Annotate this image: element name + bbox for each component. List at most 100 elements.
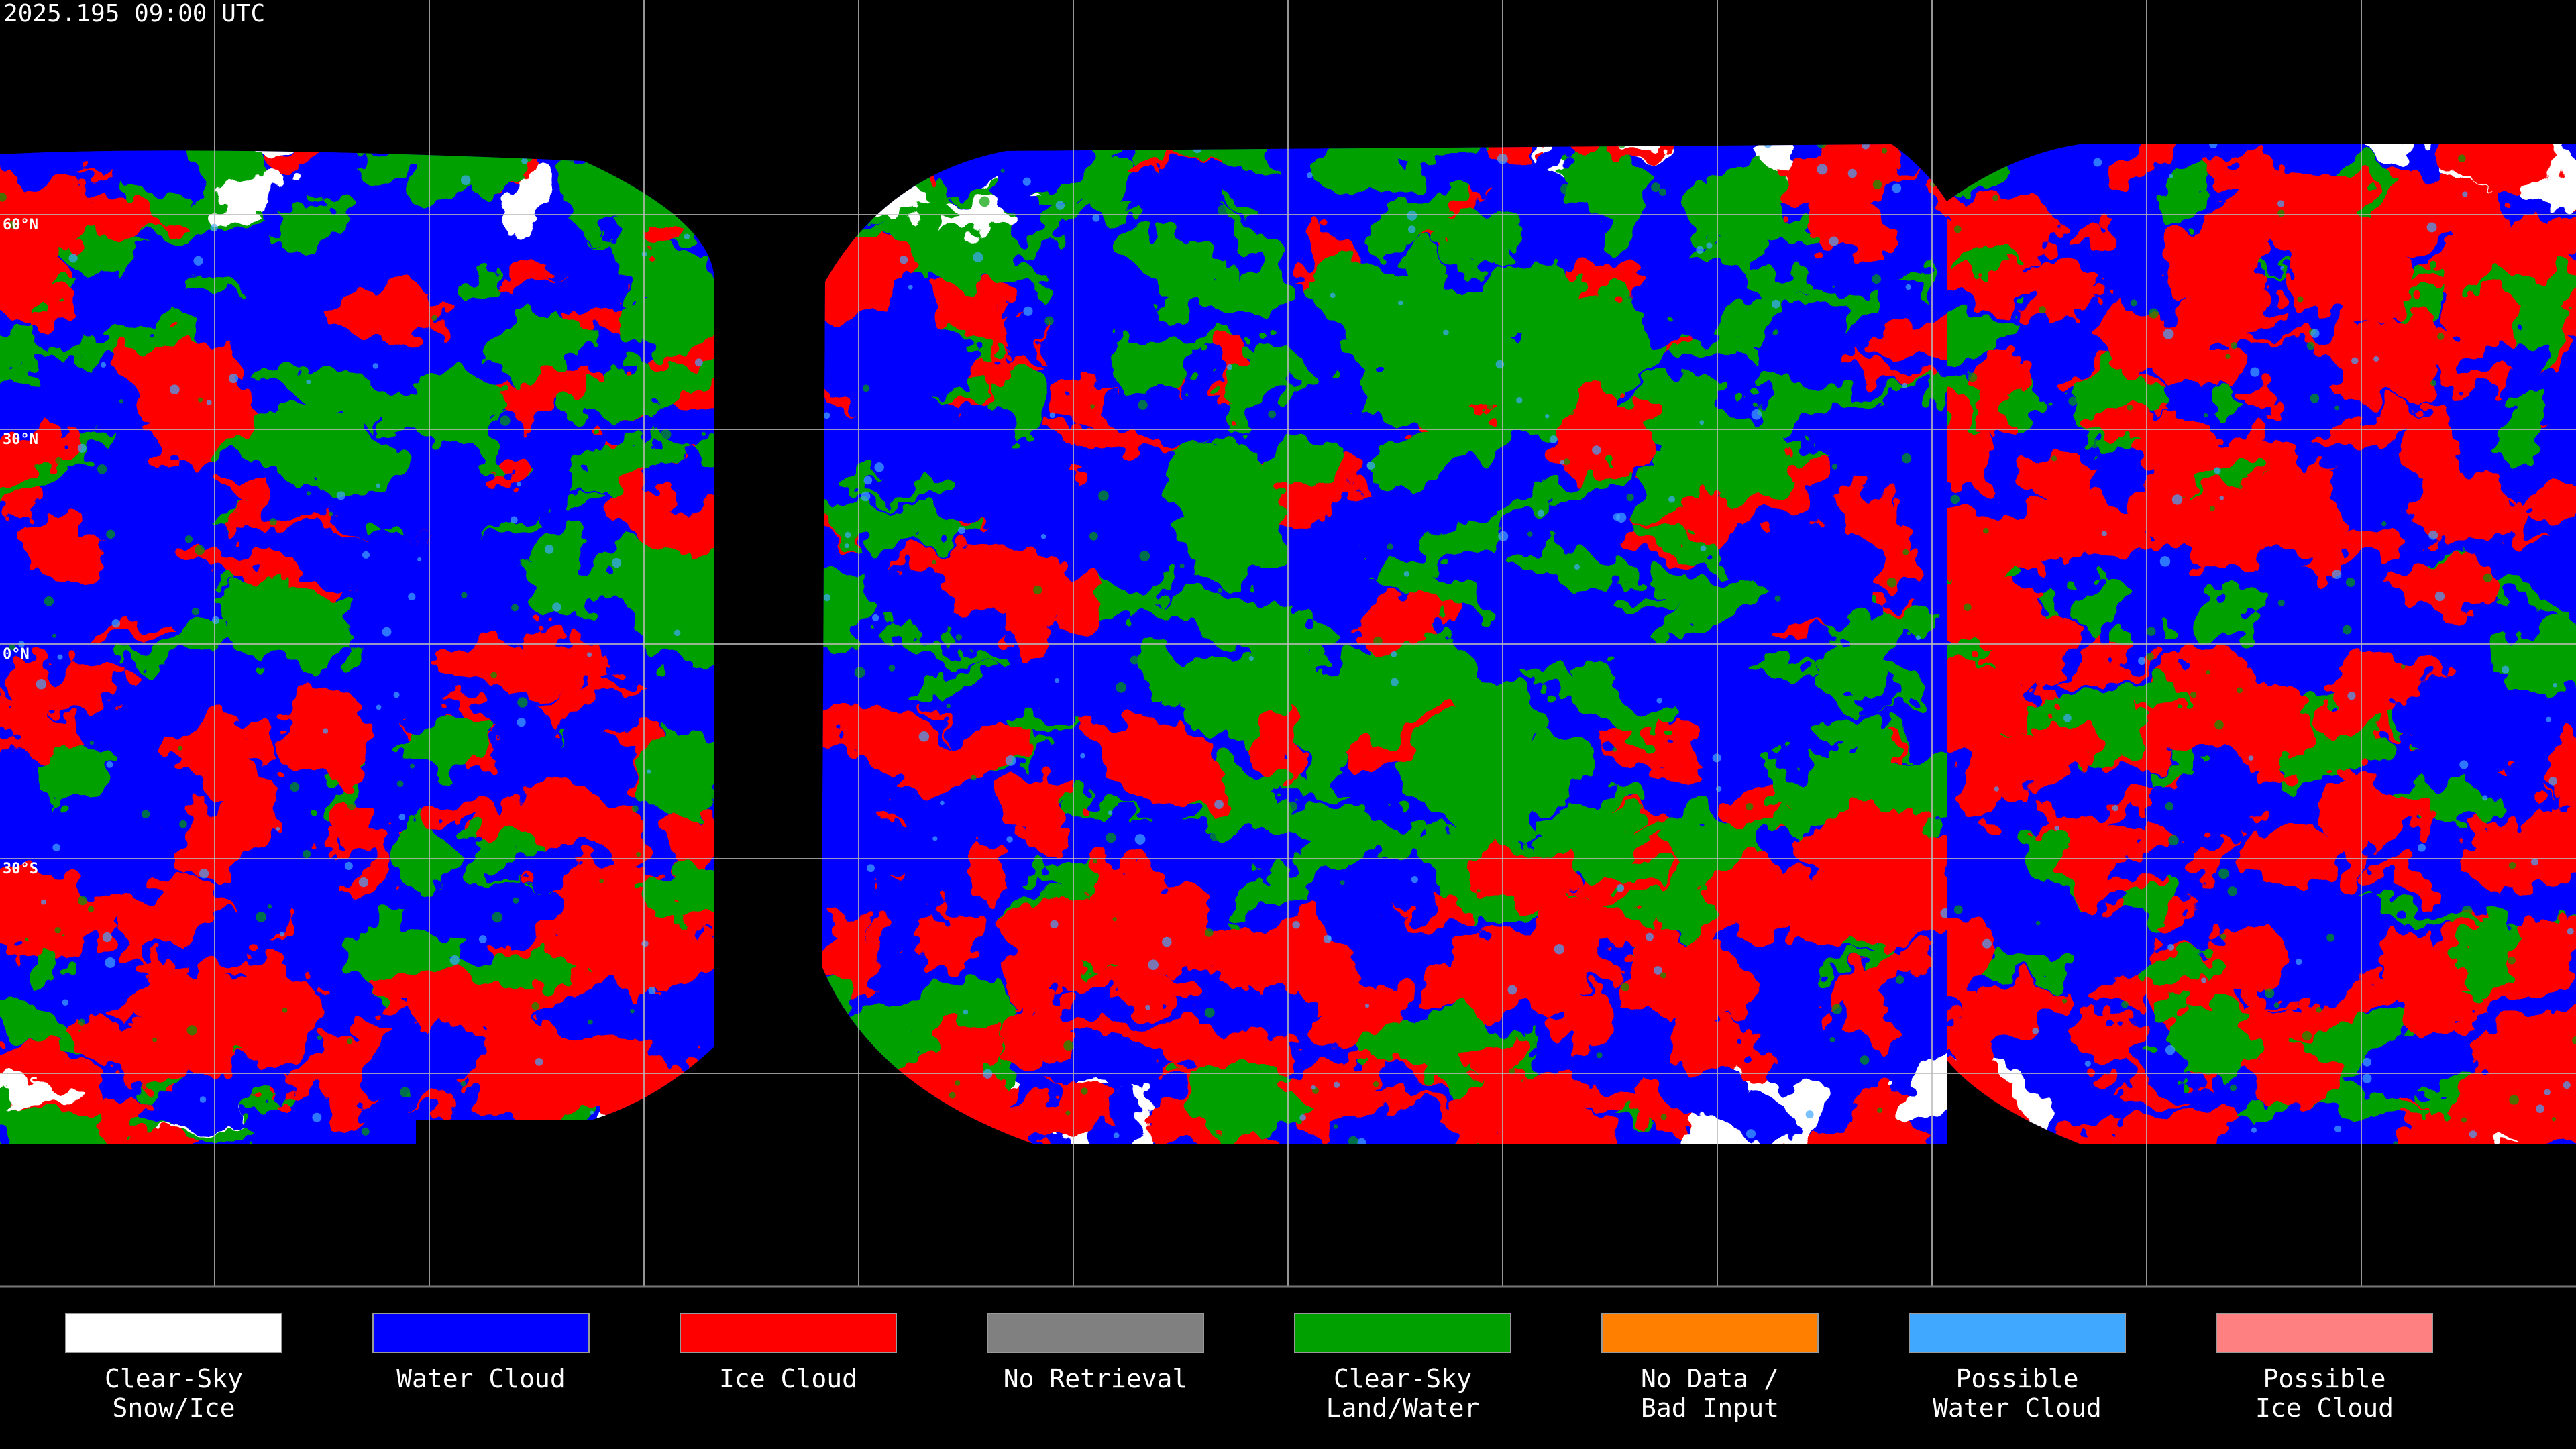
- speckle: [2032, 1028, 2039, 1034]
- speckle: [908, 284, 913, 290]
- cloud-blob: [1024, 225, 1128, 303]
- speckle: [517, 718, 526, 727]
- speckle: [2393, 1141, 2398, 1144]
- cloud-blob: [1526, 889, 1613, 961]
- speckle: [1507, 985, 1517, 995]
- speckle: [2362, 1073, 2372, 1083]
- cloud-blob: [651, 867, 714, 918]
- speckle: [2345, 578, 2355, 587]
- cloud-blob: [443, 955, 585, 978]
- speckle: [2171, 494, 2183, 505]
- speckle: [336, 491, 345, 500]
- speckle: [2101, 531, 2107, 537]
- speckle: [845, 531, 851, 539]
- graticule: [0, 0, 2576, 1286]
- speckle: [1055, 201, 1065, 210]
- speckle: [1829, 1037, 1835, 1042]
- swath: [0, 150, 714, 1144]
- speckle: [1407, 225, 1416, 233]
- cloud-blob: [1263, 801, 1428, 860]
- swath: [1947, 144, 2576, 1144]
- speckle: [660, 429, 672, 440]
- speckle: [2332, 570, 2342, 580]
- speckle: [2227, 886, 2238, 896]
- cloud-blob: [1165, 154, 1289, 211]
- speckle: [1982, 938, 1992, 949]
- speckle: [1746, 1129, 1756, 1139]
- speckle: [478, 935, 487, 943]
- speckle: [971, 775, 977, 781]
- cloud-blob: [2443, 290, 2493, 365]
- cloud-blob: [1880, 283, 1924, 319]
- latitude-label: 0°N: [3, 646, 30, 663]
- cloud-blob: [1982, 664, 2041, 733]
- speckle: [2544, 1089, 2551, 1096]
- speckle: [2482, 795, 2488, 801]
- cloud-blob: [1803, 189, 1886, 257]
- cloud-blob: [1817, 941, 1945, 1006]
- speckle: [641, 940, 649, 947]
- speckle: [77, 443, 87, 453]
- cloud-blob: [2157, 998, 2254, 1075]
- cloud-blob: [843, 916, 894, 994]
- speckle: [52, 843, 60, 852]
- cloud-blob: [38, 661, 132, 714]
- speckle: [2509, 1095, 2519, 1105]
- speckle: [1964, 603, 1972, 611]
- speckle: [417, 557, 422, 562]
- cloud-blob: [841, 717, 980, 791]
- legend-label: Clear-Sky: [1334, 1364, 1472, 1393]
- speckle: [1638, 804, 1644, 810]
- speckle: [1983, 527, 1989, 534]
- speckle: [2206, 669, 2210, 675]
- cloud-blob: [2137, 953, 2222, 987]
- speckle: [1226, 364, 1233, 370]
- speckle: [2458, 154, 2466, 162]
- speckle: [1706, 242, 1713, 249]
- speckle: [398, 814, 406, 820]
- speckle: [1905, 284, 1911, 290]
- speckle: [2112, 804, 2119, 812]
- cloud-blob: [1947, 574, 2043, 642]
- cloud-blob: [0, 1073, 80, 1104]
- legend-label: Possible: [1955, 1364, 2078, 1393]
- cloud-blob: [1947, 656, 1997, 727]
- speckle: [328, 511, 333, 517]
- speckle: [365, 174, 370, 179]
- cloud-blob: [1633, 516, 1732, 575]
- cloud-blob: [1975, 350, 2033, 393]
- cloud-blob: [1350, 550, 1493, 613]
- speckle: [2225, 354, 2231, 359]
- speckle: [1902, 382, 1908, 388]
- cloud-blob: [1876, 319, 1947, 358]
- cloud-blob: [822, 827, 915, 897]
- cloud-blob: [1947, 909, 1996, 993]
- speckle: [279, 931, 285, 937]
- cloud-blob: [2095, 299, 2154, 386]
- speckle: [2168, 835, 2179, 846]
- speckle: [410, 763, 415, 769]
- speckle: [1063, 1040, 1074, 1051]
- cloud-blob: [144, 385, 225, 472]
- speckle: [1391, 651, 1397, 657]
- speckle: [1373, 1081, 1379, 1087]
- speckle: [1953, 905, 1963, 914]
- speckle: [2062, 998, 2068, 1004]
- cloud-blob: [232, 974, 325, 1059]
- speckle: [1901, 453, 1912, 464]
- speckle: [2277, 200, 2285, 207]
- cloud-field: [0, 150, 714, 1144]
- speckle: [347, 801, 356, 810]
- speckle: [2351, 357, 2359, 364]
- cloud-blob: [2459, 343, 2541, 378]
- cloud-blob: [1891, 926, 1947, 996]
- cloud-blob: [1517, 727, 1587, 810]
- speckle: [860, 491, 871, 502]
- legend-label: No Retrieval: [1004, 1364, 1188, 1393]
- cloud-blob: [2245, 977, 2279, 1015]
- speckle: [87, 906, 95, 912]
- speckle: [1621, 983, 1629, 991]
- speckle: [1516, 397, 1523, 404]
- cloud-blob: [1268, 706, 1297, 788]
- speckle: [1660, 972, 1667, 979]
